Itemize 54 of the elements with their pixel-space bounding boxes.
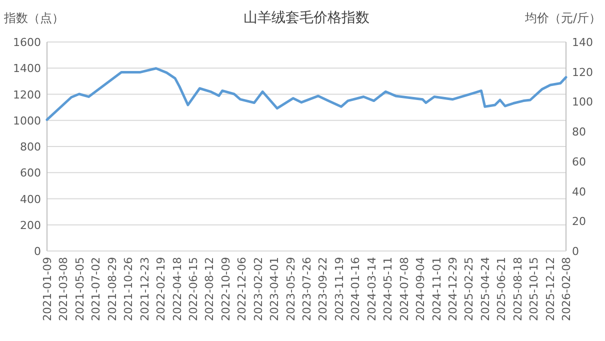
y-tick-label: 800 xyxy=(20,140,41,154)
x-tick-label: 2024-07-08 xyxy=(398,257,411,321)
chart-title: 山羊绒套毛价格指数 xyxy=(244,10,370,26)
y-tick-label: 400 xyxy=(20,192,41,206)
y2-tick-label: 20 xyxy=(572,215,586,228)
y-tick-label: 200 xyxy=(20,218,41,232)
x-tick-label: 2023-02-02 xyxy=(252,257,265,321)
x-tick-label: 2023-04-01 xyxy=(268,257,282,321)
x-tick-label: 2022-12-06 xyxy=(236,257,249,321)
x-tick-label: 2021-07-02 xyxy=(90,257,103,321)
x-tick-label: 2023-09-22 xyxy=(316,257,330,321)
line-series xyxy=(46,67,568,121)
y2-tick-label: 120 xyxy=(572,66,593,79)
y-tick-label: 600 xyxy=(20,166,41,180)
x-tick-label: 2022-02-19 xyxy=(154,257,168,321)
x-tick-label: 2022-08-12 xyxy=(203,257,216,321)
y2-tick-label: 140 xyxy=(572,36,593,49)
x-tick-label: 2025-04-24 xyxy=(478,257,492,321)
x-tick-label: 2022-04-18 xyxy=(170,257,184,321)
y2-tick-label: 40 xyxy=(572,185,586,198)
y-tick-label: 1600 xyxy=(13,36,41,49)
x-tick-label: 2021-03-08 xyxy=(57,257,70,321)
x-tick-label: 2021-01-09 xyxy=(41,257,54,321)
x-tick-label: 2025-08-18 xyxy=(511,257,524,321)
y2-tick-label: 0 xyxy=(572,245,579,258)
x-tick-label: 2022-06-15 xyxy=(186,257,200,321)
x-tick-label: 2024-03-14 xyxy=(365,257,378,321)
x-tick-label: 2021-12-23 xyxy=(138,257,152,321)
x-tick-label: 2024-05-11 xyxy=(382,257,395,321)
y-tick-label: 1200 xyxy=(13,88,41,102)
x-tick-label: 2021-10-26 xyxy=(122,257,136,321)
y2-axis-title: 均价（元/斤） xyxy=(524,11,601,25)
y-tick-label: 1400 xyxy=(13,62,41,76)
y-tick-label: 0 xyxy=(34,245,41,258)
x-tick-label: 2021-08-29 xyxy=(106,257,119,321)
x-tick-label: 2023-07-26 xyxy=(300,257,314,321)
x-tick-label: 2021-05-05 xyxy=(73,257,86,321)
x-tick-label: 2022-10-09 xyxy=(219,257,232,321)
x-tick-label: 2024-01-16 xyxy=(349,257,362,321)
x-tick-label: 2025-10-15 xyxy=(528,257,541,321)
x-tick-label: 2023-05-29 xyxy=(284,257,298,321)
y-axis-title: 指数（点） xyxy=(3,11,64,25)
y2-tick-label: 100 xyxy=(572,96,593,109)
x-tick-label: 2025-02-25 xyxy=(462,257,476,321)
x-tick-label: 2025-06-21 xyxy=(495,257,508,321)
y-tick-label: 1000 xyxy=(13,114,41,128)
y2-tick-label: 60 xyxy=(572,155,586,168)
x-tick-label: 2025-12-12 xyxy=(544,257,557,321)
x-tick-label: 2023-11-19 xyxy=(332,257,346,321)
x-tick-label: 2026-02-08 xyxy=(560,257,573,321)
x-tick-label: 2024-11-01 xyxy=(430,257,444,321)
x-tick-label: 2024-09-04 xyxy=(414,257,428,321)
x-tick-label: 2024-12-29 xyxy=(446,257,460,321)
y2-tick-label: 80 xyxy=(572,126,586,139)
